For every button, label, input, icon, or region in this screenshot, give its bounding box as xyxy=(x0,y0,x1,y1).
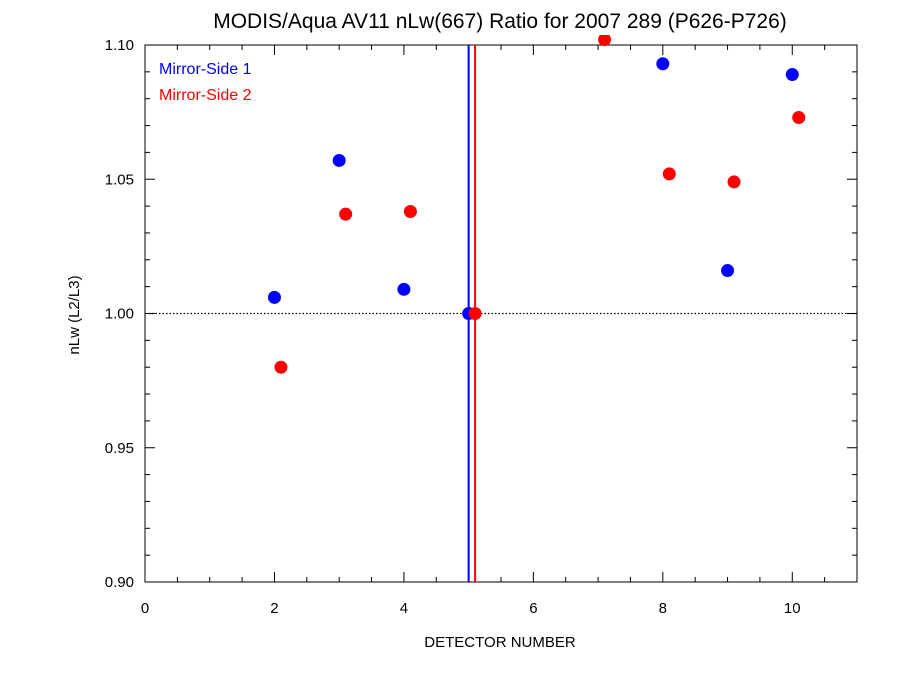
y-tick-label: 0.90 xyxy=(105,574,134,591)
x-tick-label: 8 xyxy=(659,600,667,617)
mirror-side-2-point xyxy=(598,35,612,47)
x-tick-label: 10 xyxy=(784,600,801,617)
mirror-side-2-point xyxy=(403,204,417,218)
plot-frame xyxy=(144,44,858,583)
y-tick-label: 0.95 xyxy=(105,440,134,457)
y-tick-label: 1.00 xyxy=(105,306,134,323)
y-axis-label: nLw (L2/L3) xyxy=(66,275,83,354)
mirror-side-1-point xyxy=(267,290,281,304)
mirror-side-1-point xyxy=(332,153,346,167)
x-tick-label: 0 xyxy=(141,600,149,617)
legend-entry-mirror-side-1: Mirror-Side 1 xyxy=(159,61,252,78)
y-tick-label: 1.05 xyxy=(105,171,134,188)
y-tick-label: 1.10 xyxy=(105,37,134,54)
x-tick-label: 4 xyxy=(400,600,408,617)
data-points xyxy=(267,35,806,374)
mirror-side-1-point xyxy=(656,57,670,71)
reference-lines xyxy=(145,45,857,582)
mirror-side-2-point xyxy=(339,207,353,221)
mirror-side-2-point xyxy=(274,360,288,374)
mirror-side-1-point xyxy=(721,264,735,278)
mirror-side-2-point xyxy=(792,110,806,124)
mirror-side-1-point xyxy=(785,68,799,82)
axis-ticks: 0 2 4 6 8 10 0.90 0.95 1.00 1.05 1.10 xyxy=(105,37,858,617)
x-tick-label: 6 xyxy=(529,600,537,617)
mirror-side-2-point xyxy=(727,175,741,189)
legend: Mirror-Side 1 Mirror-Side 2 xyxy=(159,61,252,104)
legend-entry-mirror-side-2: Mirror-Side 2 xyxy=(159,87,252,104)
mirror-side-1-point xyxy=(397,282,411,296)
x-axis-label: DETECTOR NUMBER xyxy=(424,634,576,651)
mirror-side-2-point xyxy=(662,167,676,181)
mirror-side-2-point xyxy=(468,307,482,320)
x-tick-label: 2 xyxy=(270,600,278,617)
chart-title: MODIS/Aqua AV11 nLw(667) Ratio for 2007 … xyxy=(213,10,787,33)
